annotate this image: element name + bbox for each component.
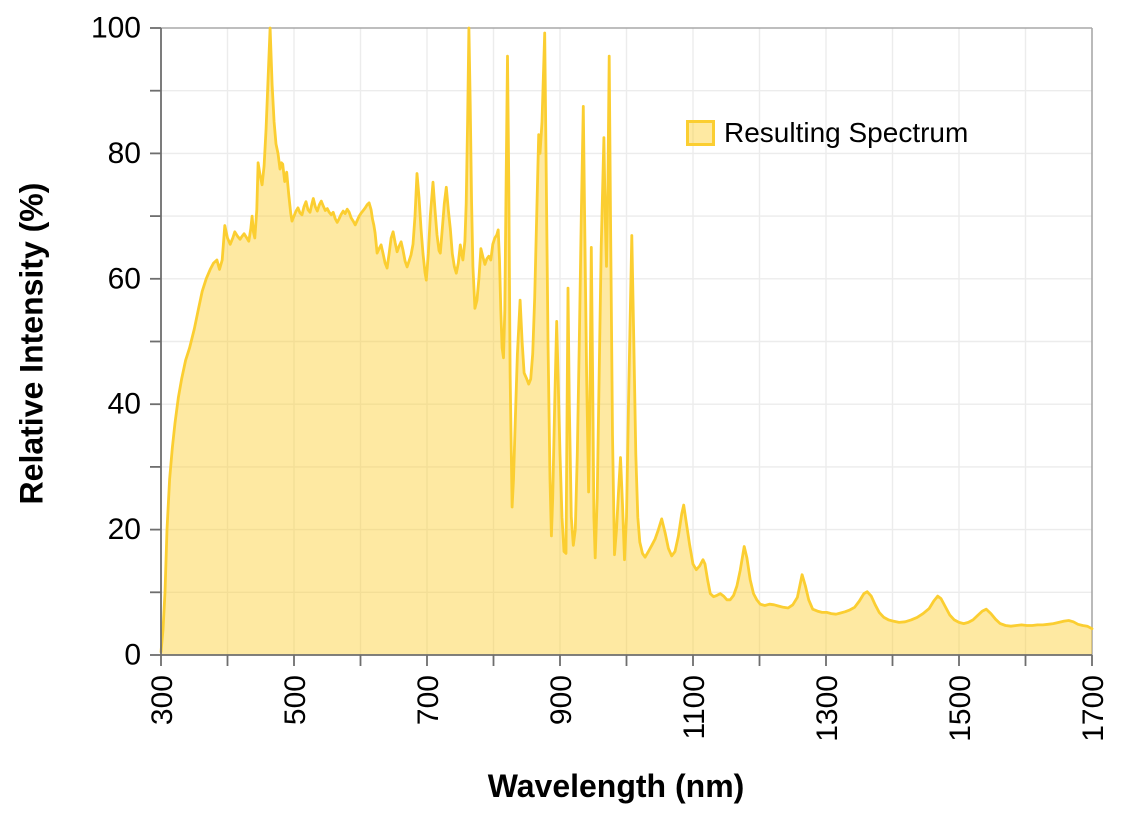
y-tick-label: 40 — [108, 388, 141, 421]
series-area — [161, 28, 1092, 655]
y-axis-title: Relative Intensity (%) — [13, 182, 50, 505]
legend-label: Resulting Spectrum — [724, 117, 969, 148]
x-tick-label: 1700 — [1077, 675, 1110, 742]
legend-swatch — [686, 120, 715, 146]
y-tick-label: 20 — [108, 513, 141, 546]
series-line — [159, 26, 1094, 654]
x-tick-label: 900 — [545, 675, 578, 725]
x-axis-title: Wavelength (nm) — [487, 768, 745, 804]
x-tick-label: 1500 — [944, 675, 977, 742]
y-tick-label: 0 — [124, 639, 141, 672]
x-tick-label: 700 — [412, 675, 445, 725]
x-tick-label: 1300 — [811, 675, 844, 742]
legend: Resulting Spectrum — [686, 117, 968, 149]
y-tick-label: 100 — [91, 12, 141, 45]
x-tick-label: 500 — [279, 675, 312, 725]
y-tick-label: 80 — [108, 137, 141, 170]
x-tick-label: 1100 — [678, 675, 711, 740]
x-tick-label: 300 — [146, 675, 179, 725]
y-tick-label: 60 — [108, 262, 141, 295]
